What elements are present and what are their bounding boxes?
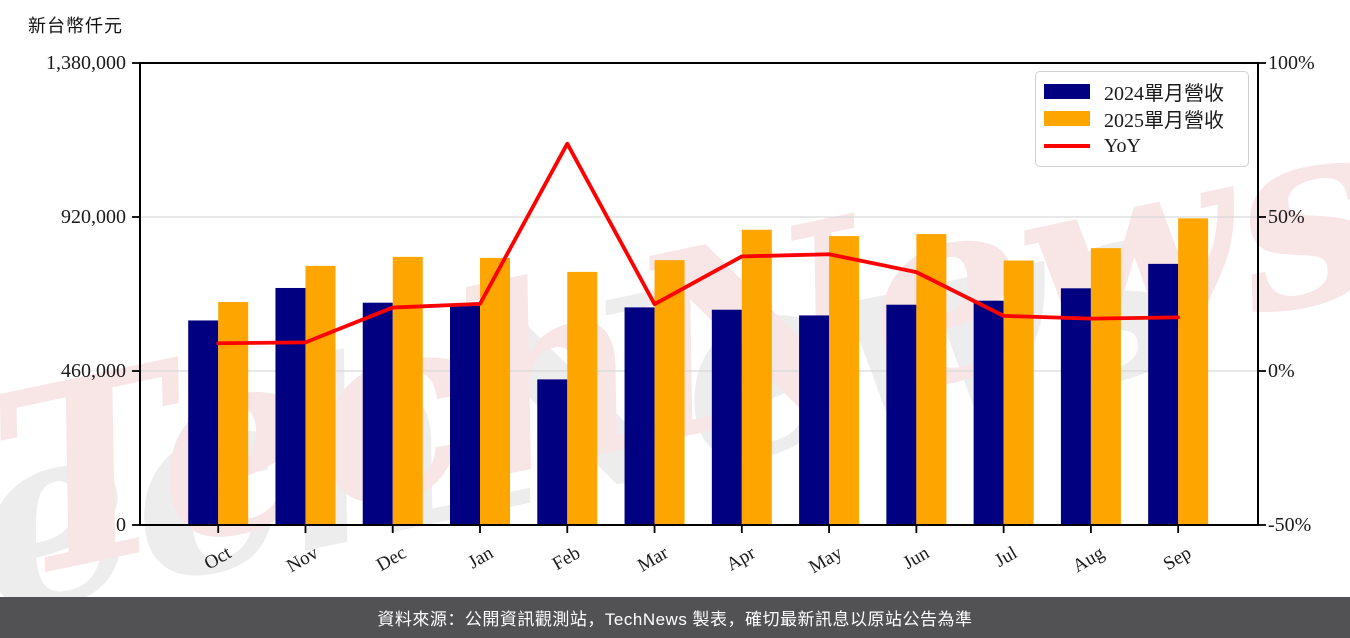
bar-2025-feb [567,271,598,525]
bar-2025-may [829,236,860,525]
legend-swatch-2024 [1044,84,1090,100]
bar-2024-jan [450,305,481,525]
bar-2024-aug [1060,288,1091,525]
bar-2025-jan [480,257,511,525]
bar-2024-dec [362,302,393,525]
bar-2024-nov [275,287,306,525]
bar-2025-oct [218,302,249,525]
bar-2025-dec [392,256,423,525]
bar-2025-aug [1090,248,1121,526]
bar-2025-jul [1003,260,1034,525]
yoy-line [216,141,1181,346]
plot-border [139,62,1259,526]
source-footer-text: 資料來源：公開資訊觀測站，TechNews 製表，確切最新訊息以原站公告為準 [377,610,973,629]
legend-item-2024: 2024單月營收 [1044,79,1240,105]
legend-label-2025: 2025單月營收 [1104,110,1224,133]
bar-2024-feb [537,379,568,525]
bar-2025-sep [1178,218,1209,526]
bar-2024-oct [188,320,219,525]
bar-2024-may [799,315,830,525]
bar-2025-apr [741,229,772,525]
bar-2025-nov [305,265,336,525]
legend-swatch-yoy-line [1044,144,1090,149]
bar-2024-mar [624,307,655,525]
legend-item-yoy: YoY [1044,133,1240,159]
bar-2024-jun [886,304,917,525]
bar-2024-jul [973,300,1004,525]
bar-2024-sep [1148,263,1179,525]
legend-label-2024: 2024單月營收 [1104,83,1224,106]
legend: 2024單月營收 2025單月營收 YoY [1035,71,1249,167]
bar-2024-apr [711,309,742,525]
legend-label-yoy: YoY [1104,134,1141,157]
bar-2025-mar [654,260,685,525]
legend-swatch-2025 [1044,111,1090,127]
source-footer: 資料來源：公開資訊觀測站，TechNews 製表，確切最新訊息以原站公告為準 [0,597,1350,638]
legend-item-2025: 2025單月營收 [1044,106,1240,132]
